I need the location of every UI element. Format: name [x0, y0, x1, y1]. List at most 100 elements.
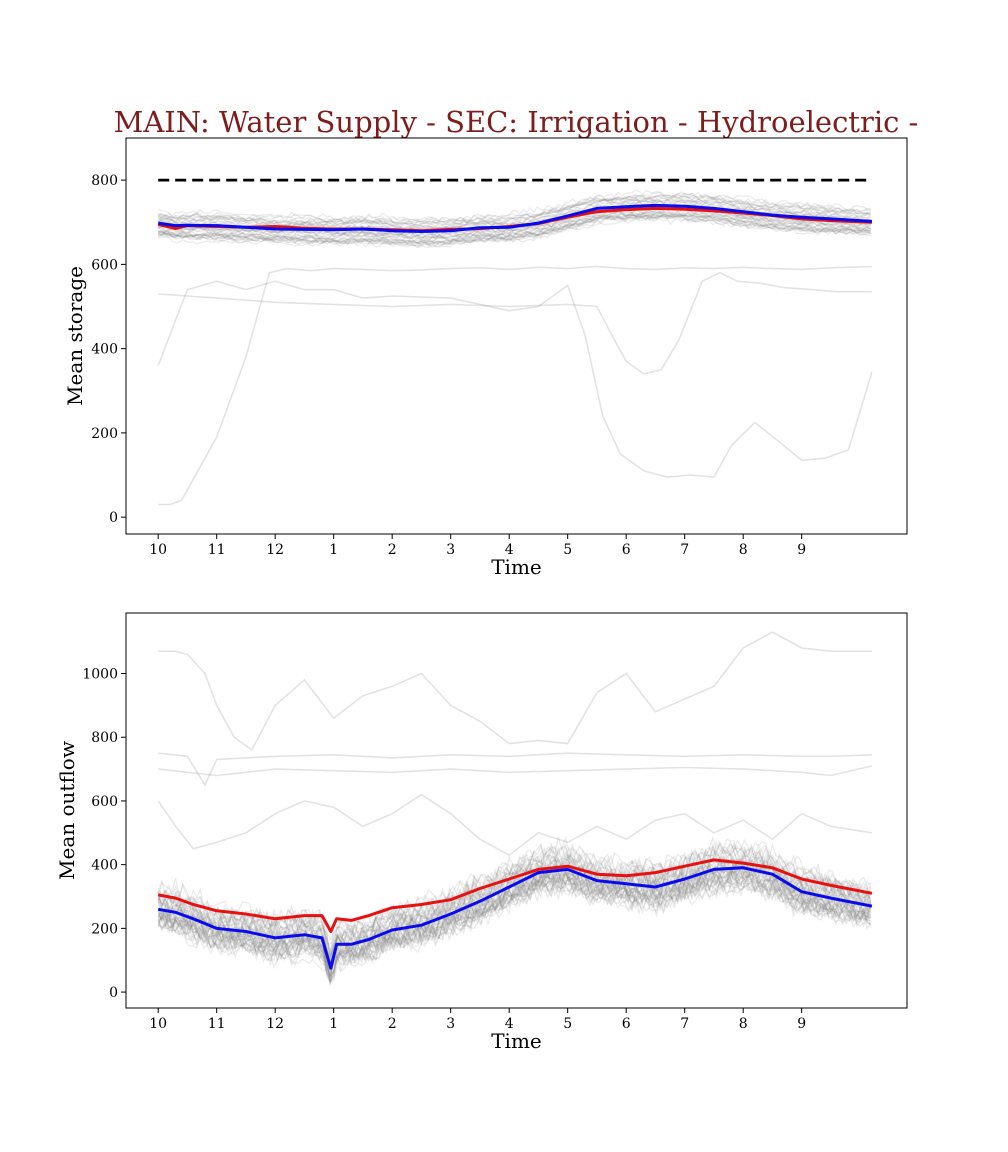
ensemble-line: [157, 853, 872, 970]
ensemble-line: [157, 207, 871, 239]
ensemble-line: [157, 867, 872, 982]
ensemble-line: [158, 192, 871, 225]
ensemble-line: [157, 870, 872, 984]
plot-area: [157, 631, 873, 987]
x-tick-label: 6: [622, 542, 631, 558]
x-tick-label: 11: [208, 1016, 226, 1032]
axes-frame: [125, 612, 908, 1009]
x-axis-label: Time: [491, 1029, 542, 1053]
ensemble-line: [158, 209, 871, 240]
ensemble-line: [157, 840, 872, 941]
ensemble-line: [157, 875, 871, 977]
x-tick-label: 5: [563, 542, 572, 558]
ensemble-line: [157, 210, 871, 244]
ensemble-line: [158, 189, 871, 224]
ensemble-line: [157, 864, 872, 974]
ensemble-line: [157, 869, 872, 965]
ensemble-line: [158, 217, 871, 249]
x-tick-label: 8: [739, 542, 748, 558]
y-tick-label: 0: [109, 510, 118, 526]
x-tick-label: 9: [797, 1016, 806, 1032]
x-tick-label: 10: [149, 1016, 167, 1032]
ensemble-line: [157, 870, 872, 978]
ensemble-line: [157, 864, 872, 987]
x-tick-label: 8: [739, 1016, 748, 1032]
figure-title: MAIN: Water Supply - SEC: Irrigation - H…: [114, 105, 919, 139]
x-tick-label: 2: [388, 542, 397, 558]
ensemble-line: [158, 196, 871, 226]
x-tick-label: 4: [505, 542, 514, 558]
ensemble-line: [157, 210, 871, 245]
x-axis-label: Time: [491, 555, 542, 579]
ensemble-line: [157, 875, 872, 983]
ensemble-line: [157, 873, 872, 982]
y-tick-label: 0: [109, 985, 118, 1001]
x-tick-label: 6: [622, 1016, 631, 1032]
ensemble-line: [157, 197, 872, 230]
x-tick-label: 1: [329, 542, 338, 558]
red-series-line: [157, 858, 873, 933]
ensemble-line: [157, 838, 872, 955]
y-tick-label: 800: [91, 730, 118, 746]
blue-series-line: [157, 866, 873, 970]
ensemble-line: [158, 858, 872, 979]
ensemble-line: [157, 839, 872, 945]
ensemble-line: [157, 193, 871, 225]
x-tick-label: 7: [680, 542, 689, 558]
blue-series-line: [157, 203, 872, 233]
ensemble-line: [157, 850, 872, 965]
x-tick-label: 12: [266, 542, 284, 558]
ensemble-line: [157, 211, 871, 244]
ensemble-line: [157, 198, 872, 233]
x-tick-label: 9: [797, 542, 806, 558]
x-tick-label: 3: [446, 1016, 455, 1032]
y-tick-label: 400: [91, 342, 118, 358]
ensemble-line: [157, 209, 871, 242]
ensemble-outlier-line: [158, 271, 872, 375]
axes-frame: [125, 137, 908, 535]
ensemble-traces: [157, 631, 873, 987]
x-tick-label: 12: [266, 1016, 284, 1032]
y-tick-label: 200: [91, 426, 118, 442]
ensemble-outlier-line: [158, 631, 872, 752]
x-tick-label: 11: [208, 542, 226, 558]
y-tick-label: 600: [91, 794, 118, 810]
ensemble-line: [157, 203, 871, 238]
ensemble-line: [157, 213, 871, 246]
ensemble-line: [157, 213, 872, 246]
x-tick-label: 4: [505, 1016, 514, 1032]
outflow-panel: 10 11 12 1 2 3 4 5 6 7 8 902004006008001000TimeMean…: [55, 612, 908, 1053]
ensemble-outlier-line: [158, 752, 872, 787]
ensemble-line: [157, 852, 872, 954]
ensemble-line: [157, 212, 872, 248]
ensemble-line: [157, 864, 872, 978]
ensemble-outlier-line: [157, 280, 873, 478]
ensemble-traces: [157, 189, 873, 506]
y-axis-label: Mean outflow: [55, 741, 79, 880]
ensemble-line: [157, 868, 872, 981]
ensemble-line: [157, 194, 872, 225]
ensemble-outlier-line: [158, 765, 873, 777]
y-axis-label: Mean storage: [63, 266, 87, 406]
ensemble-line: [158, 210, 871, 241]
ensemble-line: [157, 872, 871, 985]
x-tick-label: 5: [563, 1016, 572, 1032]
x-tick-label: 7: [680, 1016, 689, 1032]
ensemble-line: [157, 851, 872, 964]
ensemble-line: [157, 868, 872, 974]
ensemble-line: [157, 869, 872, 978]
ensemble-line: [157, 843, 872, 961]
ensemble-line: [157, 212, 871, 243]
ensemble-line: [157, 857, 871, 978]
y-tick-label: 600: [91, 257, 118, 273]
ensemble-line: [157, 212, 871, 245]
ensemble-line: [157, 190, 871, 225]
ensemble-line: [158, 194, 872, 228]
ensemble-line: [157, 864, 872, 985]
ensemble-line: [157, 855, 871, 965]
ensemble-outlier-line: [158, 265, 872, 506]
y-tick-label: 400: [91, 858, 118, 874]
x-tick-label: 2: [388, 1016, 397, 1032]
ensemble-line: [157, 214, 872, 248]
